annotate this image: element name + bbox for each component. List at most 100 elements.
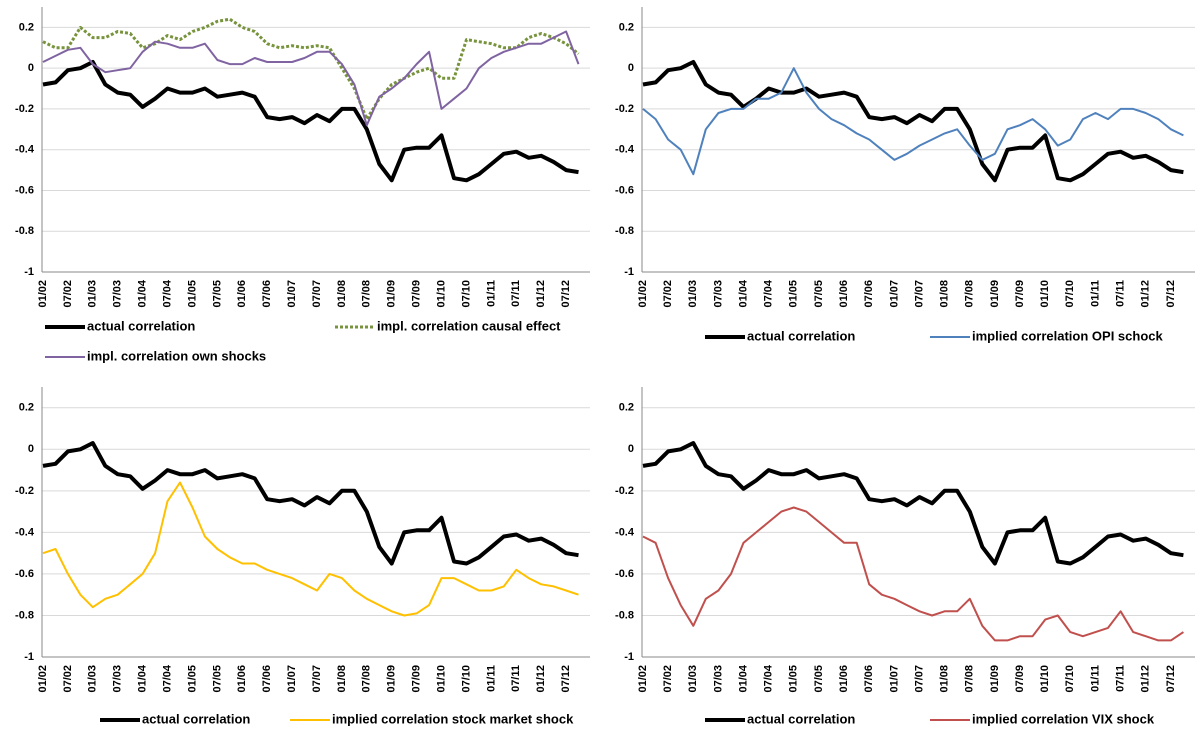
legend-label: actual correlation — [87, 318, 195, 333]
y-tick-label: -0.2 — [615, 103, 634, 115]
series-line — [642, 441, 1184, 566]
y-tick-label: 0.2 — [619, 21, 634, 33]
x-tick-label: 01/10 — [1039, 280, 1051, 308]
y-tick-label: -0.6 — [15, 568, 34, 580]
x-tick-label: 01/05 — [788, 280, 800, 308]
series-line — [42, 481, 579, 617]
series-line — [642, 506, 1184, 642]
y-tick-label: -0.2 — [15, 485, 34, 497]
y-tick-label: -0.4 — [15, 526, 35, 538]
x-tick-label: 07/08 — [361, 280, 373, 308]
x-tick-label: 01/04 — [137, 664, 149, 692]
y-tick-label: -1 — [24, 266, 34, 278]
legend-item: actual correlation — [705, 711, 855, 726]
x-tick-label: 01/08 — [336, 665, 348, 693]
x-tick-label: 07/05 — [813, 280, 825, 308]
legend-label: implied correlation VIX shock — [972, 711, 1155, 726]
x-tick-label: 01/07 — [286, 665, 298, 693]
series-line — [42, 60, 579, 183]
x-tick-label: 01/05 — [186, 665, 198, 693]
x-tick-label: 07/04 — [763, 279, 775, 307]
x-tick-label: 07/11 — [510, 665, 522, 692]
y-tick-label: 0.2 — [19, 21, 34, 33]
x-tick-label: 01/06 — [236, 665, 248, 693]
x-tick-label: 01/04 — [737, 664, 749, 692]
x-tick-label: 01/02 — [37, 280, 49, 308]
y-tick-label: 0 — [628, 443, 634, 455]
x-tick-label: 07/09 — [411, 665, 423, 693]
panel: -1 -0.8 -0.6 -0.4 -0.2 0 0.2 01/02 07/02 01/03 07/… — [15, 7, 590, 363]
x-tick-label: 01/07 — [888, 280, 900, 308]
x-tick-label: 01/02 — [37, 665, 49, 693]
x-tick-label: 07/05 — [813, 665, 825, 693]
y-tick-label: 0.2 — [19, 402, 34, 414]
y-tick-label: -0.8 — [15, 609, 34, 621]
x-tick-label: 01/10 — [435, 665, 447, 693]
legend-item: actual correlation — [100, 711, 250, 726]
x-tick-label: 01/08 — [939, 665, 951, 693]
x-tick-label: 07/08 — [361, 665, 373, 693]
y-tick-label: -0.4 — [15, 144, 35, 156]
legend-label: actual correlation — [142, 711, 250, 726]
x-tick-label: 01/10 — [435, 280, 447, 308]
x-tick-label: 01/12 — [535, 280, 547, 308]
x-tick-label: 01/11 — [1089, 280, 1101, 307]
y-tick-label: -1 — [624, 651, 634, 663]
x-tick-label: 07/04 — [161, 279, 173, 307]
x-tick-label: 01/04 — [737, 279, 749, 307]
x-tick-label: 01/12 — [1140, 280, 1152, 308]
x-tick-label: 07/03 — [712, 280, 724, 308]
x-tick-label: 01/06 — [838, 280, 850, 308]
x-tick-label: 07/06 — [863, 665, 875, 693]
x-tick-label: 07/02 — [662, 665, 674, 693]
x-tick-label: 07/05 — [211, 280, 223, 308]
x-tick-label: 07/07 — [913, 665, 925, 693]
x-tick-label: 07/03 — [112, 280, 124, 308]
legend-item: actual correlation — [45, 318, 195, 333]
y-tick-label: -0.6 — [15, 184, 34, 196]
series-line — [642, 67, 1184, 176]
series-line — [42, 441, 579, 566]
y-tick-label: -0.6 — [615, 568, 634, 580]
y-tick-label: 0.2 — [619, 402, 634, 414]
legend-label: impl. correlation causal effect — [377, 318, 561, 333]
x-tick-label: 01/05 — [788, 665, 800, 693]
x-tick-label: 01/10 — [1039, 665, 1051, 693]
x-tick-label: 07/09 — [1014, 665, 1026, 693]
y-tick-label: 0 — [628, 62, 634, 74]
y-tick-label: -0.2 — [615, 485, 634, 497]
x-tick-label: 07/12 — [1165, 280, 1177, 308]
x-tick-label: 07/08 — [964, 665, 976, 693]
x-tick-label: 07/03 — [112, 665, 124, 693]
x-tick-label: 07/06 — [863, 280, 875, 308]
x-tick-label: 01/11 — [485, 665, 497, 692]
x-tick-label: 01/02 — [637, 280, 649, 308]
x-tick-label: 07/10 — [460, 665, 472, 693]
x-tick-label: 07/10 — [1064, 280, 1076, 308]
x-tick-label: 01/09 — [386, 280, 398, 308]
legend-label: implied correlation stock market shock — [332, 711, 574, 726]
legend-item: implied correlation stock market shock — [290, 711, 574, 726]
x-tick-label: 01/12 — [1140, 665, 1152, 693]
x-tick-label: 01/03 — [87, 280, 99, 308]
y-tick-label: -1 — [624, 266, 634, 278]
x-tick-label: 01/09 — [989, 665, 1001, 693]
series-line — [42, 30, 580, 127]
x-tick-label: 07/12 — [560, 280, 572, 308]
y-tick-label: -1 — [24, 651, 34, 663]
x-tick-label: 01/09 — [386, 665, 398, 693]
series-line — [42, 17, 580, 121]
panel: -1 -0.8 -0.6 -0.4 -0.2 0 0.2 01/02 07/02 01/03 07/… — [615, 7, 1195, 343]
legend-item: impl. correlation own shocks — [45, 348, 266, 363]
x-tick-label: 07/04 — [161, 664, 173, 692]
x-tick-label: 01/04 — [137, 279, 149, 307]
x-tick-label: 07/02 — [62, 665, 74, 693]
x-tick-label: 07/11 — [1114, 280, 1126, 307]
y-tick-label: 0 — [28, 443, 34, 455]
legend-label: actual correlation — [747, 328, 855, 343]
x-tick-label: 07/08 — [964, 280, 976, 308]
x-tick-label: 01/03 — [687, 280, 699, 308]
x-tick-label: 07/07 — [311, 280, 323, 308]
legend-label: impl. correlation own shocks — [87, 348, 266, 363]
x-tick-label: 01/03 — [87, 665, 99, 693]
